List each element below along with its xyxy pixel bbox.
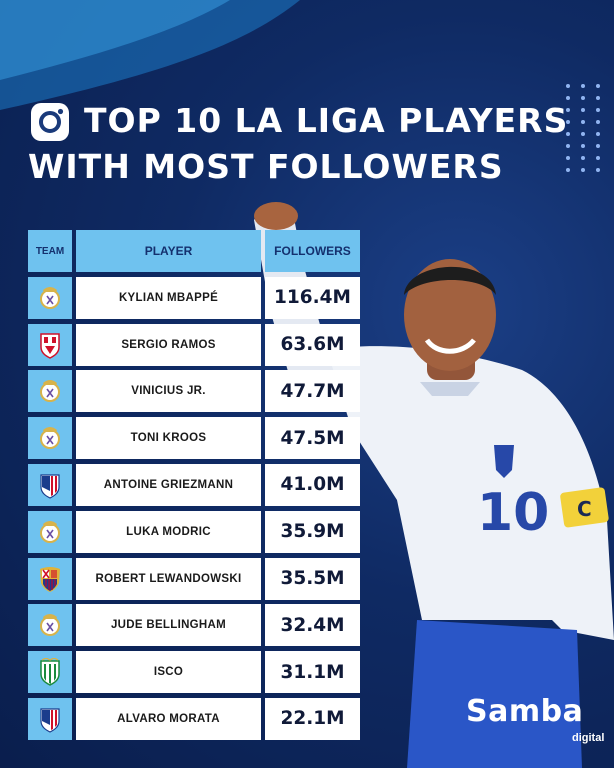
dot: [596, 168, 600, 172]
jersey-number: 10: [477, 483, 549, 543]
instagram-icon: [31, 103, 69, 141]
svg-text:C: C: [577, 497, 592, 521]
table-row: LUKA MODRIC 35.9M: [28, 509, 360, 556]
dot: [581, 108, 585, 112]
dot: [596, 84, 600, 88]
team-crest-cell: [28, 463, 72, 506]
team-crest-cell: [28, 370, 72, 413]
atletico-madrid-crest-icon: [40, 474, 60, 499]
header-player: PLAYER: [76, 230, 261, 272]
followers-table: TEAM PLAYER FOLLOWERS KYLIAN MBAPPÉ 116.4…: [28, 228, 360, 743]
player-name: ROBERT LEWANDOWSKI: [76, 557, 261, 600]
player-name: SERGIO RAMOS: [76, 323, 261, 366]
brand-name: Samba: [466, 694, 584, 729]
header-followers: FOLLOWERS: [265, 230, 360, 272]
player-name: JUDE BELLINGHAM: [76, 604, 261, 647]
real-madrid-crest-icon: [40, 520, 60, 543]
team-crest-cell: [28, 697, 72, 740]
dot: [581, 96, 585, 100]
team-crest-cell: [28, 557, 72, 600]
player-name: ANTOINE GRIEZMANN: [76, 463, 261, 506]
team-crest-cell: [28, 510, 72, 553]
dot: [596, 96, 600, 100]
header-team: TEAM: [28, 230, 72, 272]
table-row: ISCO 31.1M: [28, 649, 360, 696]
brand-sub: digital: [572, 732, 605, 744]
real-madrid-crest-icon: [40, 380, 60, 403]
team-crest-cell: [28, 604, 72, 647]
player-name: ISCO: [76, 651, 261, 694]
follower-count: 41.0M: [265, 463, 360, 506]
player-name: ALVARO MORATA: [76, 697, 261, 740]
table-row: JUDE BELLINGHAM 32.4M: [28, 602, 360, 649]
table-row: ANTOINE GRIEZMANN 41.0M: [28, 462, 360, 509]
player-name: TONI KROOS: [76, 417, 261, 460]
dot: [596, 120, 600, 124]
real-madrid-crest-icon: [40, 286, 60, 309]
dot: [581, 132, 585, 136]
dot: [581, 84, 585, 88]
dot: [581, 156, 585, 160]
table-row: ROBERT LEWANDOWSKI 35.5M: [28, 556, 360, 603]
real-madrid-crest-icon: [40, 427, 60, 450]
title-line-1: TOP 10 LA LIGA PLAYERS: [84, 101, 569, 140]
table-row: KYLIAN MBAPPÉ 116.4M: [28, 275, 360, 322]
team-crest-cell: [28, 323, 72, 366]
player-name: LUKA MODRIC: [76, 510, 261, 553]
dot: [566, 96, 570, 100]
follower-count: 116.4M: [265, 276, 360, 319]
follower-count: 32.4M: [265, 604, 360, 647]
dot: [566, 132, 570, 136]
atletico-madrid-crest-icon: [40, 708, 60, 733]
player-name: KYLIAN MBAPPÉ: [76, 276, 261, 319]
barcelona-crest-icon: [40, 566, 60, 592]
dot: [581, 120, 585, 124]
dot: [566, 156, 570, 160]
team-crest-cell: [28, 276, 72, 319]
follower-count: 47.5M: [265, 417, 360, 460]
dot: [566, 84, 570, 88]
dot: [566, 144, 570, 148]
dot: [566, 108, 570, 112]
decorative-dots: [566, 84, 606, 179]
follower-count: 22.1M: [265, 697, 360, 740]
table-row: TONI KROOS 47.5M: [28, 415, 360, 462]
real-betis-crest-icon: [40, 658, 60, 687]
table-row: SERGIO RAMOS 63.6M: [28, 322, 360, 369]
table-row: ALVARO MORATA 22.1M: [28, 696, 360, 743]
dot: [596, 156, 600, 160]
team-crest-cell: [28, 651, 72, 694]
header: TOP 10 LA LIGA PLAYERS WITH MOST FOLLOWE…: [28, 98, 569, 190]
title-line-2: WITH MOST FOLLOWERS: [28, 147, 504, 186]
table-header-row: TEAM PLAYER FOLLOWERS: [28, 228, 360, 275]
dot: [596, 132, 600, 136]
table-row: VINICIUS JR. 47.7M: [28, 368, 360, 415]
dot: [581, 168, 585, 172]
player-name: VINICIUS JR.: [76, 370, 261, 413]
team-crest-cell: [28, 417, 72, 460]
dot: [566, 120, 570, 124]
sevilla-crest-icon: [40, 332, 60, 359]
dot: [566, 168, 570, 172]
follower-count: 35.9M: [265, 510, 360, 553]
dot: [596, 108, 600, 112]
dot: [596, 144, 600, 148]
real-madrid-crest-icon: [40, 614, 60, 637]
follower-count: 47.7M: [265, 370, 360, 413]
follower-count: 35.5M: [265, 557, 360, 600]
brand-logo: Samba digital: [466, 694, 604, 744]
follower-count: 63.6M: [265, 323, 360, 366]
dot: [581, 144, 585, 148]
follower-count: 31.1M: [265, 651, 360, 694]
